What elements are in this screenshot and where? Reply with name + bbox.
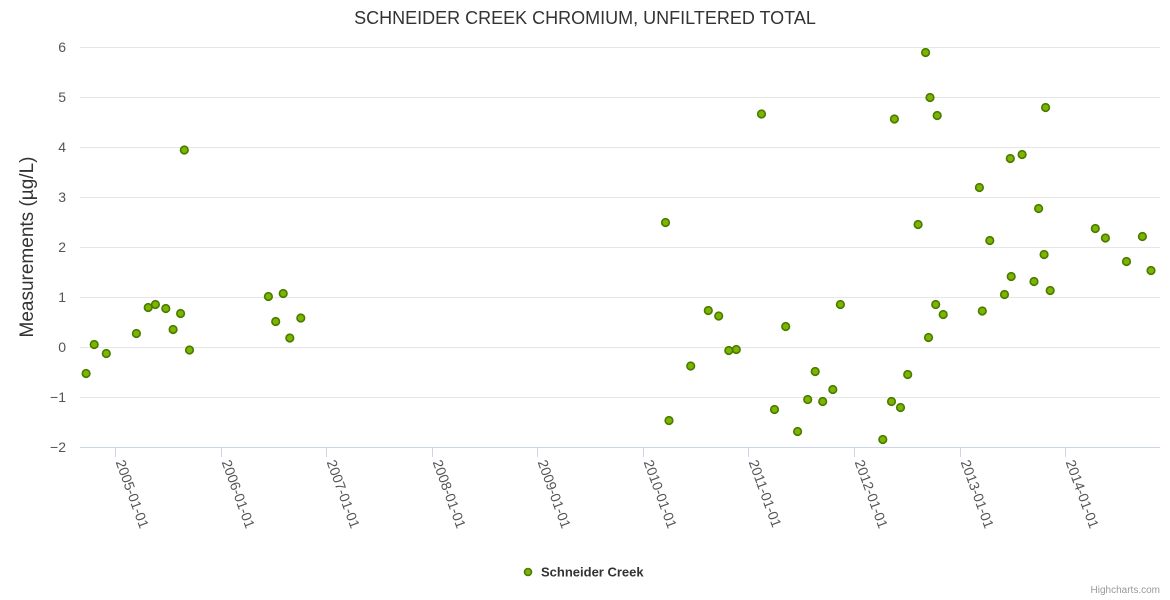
data-point[interactable] [714,311,724,321]
x-axis-ticks: 2005-01-01 2006-01-01 2007-01-01 2008-01-01… [113,447,1103,531]
data-point[interactable] [168,324,178,335]
chart-title: SCHNEIDER CREEK CHROMIUM, UNFILTERED TOT… [354,8,816,28]
data-point[interactable] [931,299,941,310]
data-point[interactable] [296,313,306,323]
data-point[interactable] [1017,149,1027,160]
data-point[interactable] [176,308,186,319]
data-point[interactable] [756,109,767,119]
data-point[interactable] [81,368,91,379]
x-tick-label: 2005-01-01 [113,458,153,531]
data-point[interactable] [731,344,741,355]
data-point[interactable] [923,332,934,343]
data-point[interactable] [184,345,195,355]
data-point[interactable] [1006,271,1016,282]
data-point[interactable] [285,333,295,343]
x-tick-label: 2008-01-01 [430,458,470,531]
data-point[interactable] [1005,153,1015,164]
x-tick-label: 2014-01-01 [1063,458,1103,531]
data-point[interactable] [724,345,734,356]
data-point[interactable] [932,110,942,121]
data-point[interactable] [1090,223,1100,234]
data-point[interactable] [803,394,813,405]
data-point[interactable] [977,306,987,316]
y-tick-label: 0 [58,339,66,355]
data-point[interactable] [660,217,671,228]
gridlines [80,47,1160,398]
data-point[interactable] [781,321,791,332]
data-point[interactable] [1137,231,1147,242]
data-point[interactable] [828,384,838,395]
x-tick-label: 2007-01-01 [324,458,364,531]
y-tick-label: −2 [50,439,66,455]
y-tick-label: 5 [58,89,66,105]
x-tick-label: 2012-01-01 [852,458,892,531]
data-point[interactable] [263,291,274,302]
data-point[interactable] [1029,276,1039,287]
y-tick-label: 3 [58,189,66,205]
data-point[interactable] [278,288,288,299]
x-tick-label: 2013-01-01 [958,458,998,531]
data-point[interactable] [179,145,189,155]
y-axis-tick-labels: −2 −1 0 1 2 3 4 5 6 [50,39,66,455]
data-point[interactable] [920,47,931,58]
y-tick-label: 1 [58,289,66,305]
legend-marker-icon [523,567,533,577]
credits-link[interactable]: Highcharts.com [1091,585,1160,596]
data-point[interactable] [925,92,935,103]
data-point[interactable] [974,182,985,193]
data-point[interactable] [792,426,803,437]
data-point[interactable] [810,366,820,377]
data-point[interactable] [161,303,171,314]
data-point[interactable] [271,316,281,327]
y-tick-label: 2 [58,239,66,255]
x-tick-label: 2011-01-01 [746,458,785,530]
data-point[interactable] [999,289,1010,300]
x-tick-label: 2009-01-01 [535,458,575,531]
data-point[interactable] [686,361,696,371]
data-point[interactable] [1033,203,1044,214]
data-point[interactable] [101,348,111,359]
legend-item-schneider-creek[interactable]: Schneider Creek [541,565,644,580]
data-point[interactable] [835,299,846,310]
y-axis-label: Measurements (µg/L) [17,157,38,338]
data-point[interactable] [895,402,906,413]
x-tick-label: 2006-01-01 [219,458,259,531]
data-point[interactable] [1039,249,1049,260]
x-tick-label: 2010-01-01 [641,458,681,531]
data-point[interactable] [886,396,897,407]
data-point[interactable] [985,235,995,246]
data-point[interactable] [1045,285,1055,296]
data-point[interactable] [1146,265,1156,276]
data-point[interactable] [769,404,780,415]
data-point[interactable] [889,114,900,124]
data-point[interactable] [703,305,713,316]
y-tick-label: 6 [58,39,66,55]
series-schneider-creek [81,47,1156,445]
data-point[interactable] [1121,256,1132,267]
data-point[interactable] [664,415,674,426]
data-point[interactable] [903,369,913,380]
data-point[interactable] [913,219,923,230]
y-tick-label: 4 [58,139,66,155]
data-point[interactable] [89,339,99,350]
data-point[interactable] [1100,233,1110,243]
data-point[interactable] [878,434,888,445]
data-point[interactable] [150,299,160,310]
legend[interactable]: Schneider Creek [523,565,645,580]
y-tick-label: −1 [50,389,66,405]
data-point[interactable] [131,328,141,339]
data-point[interactable] [1040,102,1051,113]
data-point[interactable] [938,309,948,320]
data-point[interactable] [818,396,828,407]
